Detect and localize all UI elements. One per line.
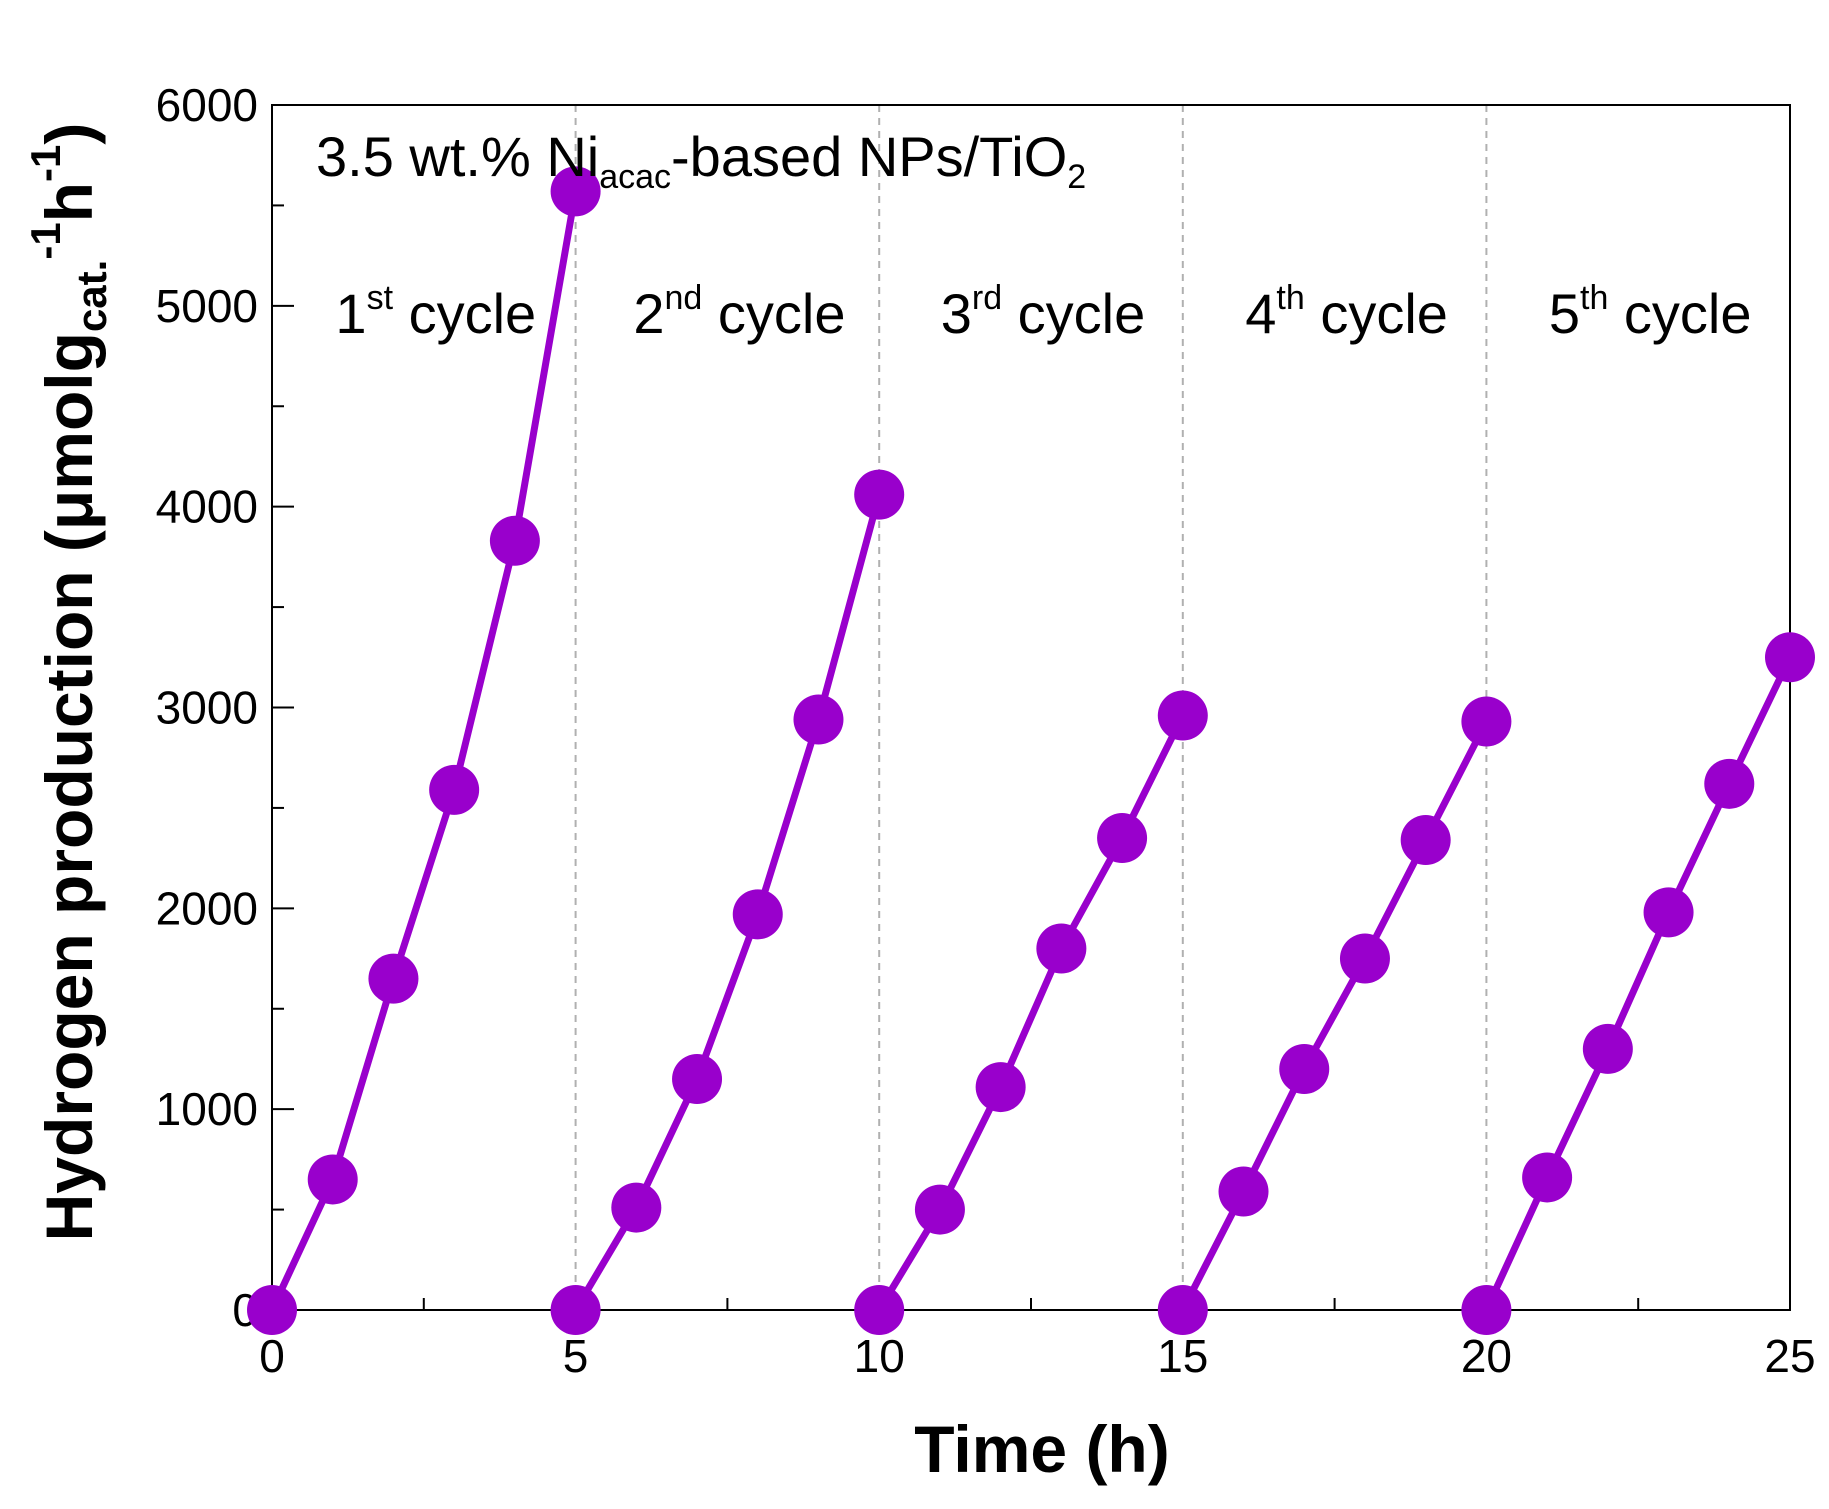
series-4th-cycle [1157,696,1512,1335]
data-point [611,1182,662,1233]
cycle-label: 5th cycle [1549,279,1752,345]
data-point [1704,758,1755,809]
y-tick-label: 4000 [156,481,258,533]
series-1st-cycle [247,166,601,1335]
y-tick-label: 3000 [156,682,258,734]
data-point [550,166,601,217]
data-point [854,469,905,520]
series-5th-cycle [1461,632,1815,1335]
data-point [1157,1285,1208,1335]
data-point [793,694,844,745]
catalyst-annotation: 3.5 wt.% Niacac-based NPs/TiO2 [316,125,1086,196]
series-line [1483,655,1794,1312]
data-point [672,1054,723,1105]
y-tick-label: 1000 [156,1083,258,1135]
x-axis-title: Time (h) [914,1412,1169,1486]
data-point [1522,1152,1573,1203]
data-point [1279,1044,1330,1094]
x-tick-label: 5 [563,1330,589,1382]
data-point [429,764,480,815]
data-point [1036,923,1087,974]
cycle-label: 1st cycle [335,279,536,345]
y-axis-title: Hydrogen production (μmolgcat.-1h-1) [22,123,115,1242]
y-tick-label: 6000 [156,79,258,131]
data-point [1461,1285,1512,1335]
data-point [914,1184,965,1235]
x-tick-label: 15 [1157,1330,1208,1382]
series-line [572,493,883,1312]
data-point [1461,696,1512,747]
y-tick-label: 5000 [156,280,258,332]
data-point [307,1154,358,1205]
cycle-label: 2nd cycle [633,279,845,345]
cycle-labels: 1st cycle 2nd cycle 3rd cycle 4th cycle 5th … [335,279,1751,345]
data-point [975,1062,1026,1113]
x-tick-label: 10 [854,1330,905,1382]
data-point [1339,933,1390,984]
data-point [854,1285,905,1335]
series-3rd-cycle [854,690,1208,1335]
data-point [1400,815,1451,866]
data-point [1157,690,1208,741]
x-tick-label: 20 [1461,1330,1512,1382]
y-tick-label: 2000 [156,882,258,934]
data-point [1643,887,1694,938]
data-point [1582,1023,1633,1074]
series-line [1179,719,1490,1312]
data-point [732,889,783,940]
series-layer [247,166,1815,1335]
cycle-label: 3rd cycle [941,279,1146,345]
data-point [489,515,540,566]
data-point [1218,1166,1269,1217]
series-2nd-cycle [550,469,905,1335]
data-point [247,1285,297,1335]
series-line [268,190,580,1312]
x-tick-label: 0 [259,1330,285,1382]
data-point [550,1285,601,1335]
data-point [1097,813,1148,864]
data-point [1765,632,1815,683]
data-point [368,953,419,1004]
cycle-label: 4th cycle [1245,279,1448,345]
x-tick-label: 25 [1764,1330,1815,1382]
